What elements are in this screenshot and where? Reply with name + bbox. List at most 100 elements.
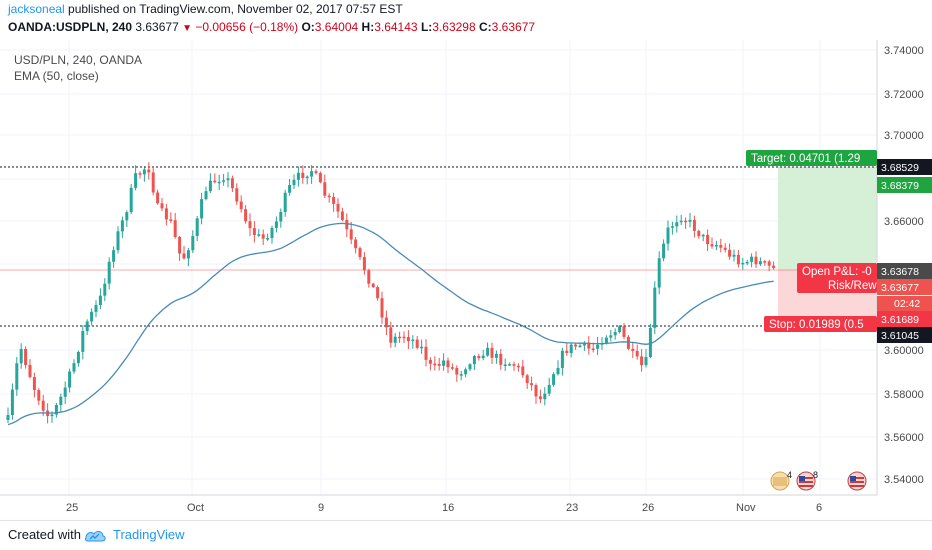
candle-body [596, 344, 600, 349]
candle-body [160, 203, 164, 209]
chart-area[interactable]: 3.74000 3.72000 3.70000 3.66000 3.60000 … [0, 40, 932, 520]
candle-body [732, 254, 736, 257]
candle-body [494, 353, 498, 358]
candle-body [305, 176, 309, 179]
candle-body [178, 236, 182, 254]
target-entry-text: 3.68379 [881, 180, 919, 192]
target-label[interactable] [746, 150, 877, 166]
chart-legend: USD/PLN, 240, OANDA EMA (50, close) [14, 52, 142, 84]
candle-body [68, 371, 72, 388]
open-value: 3.64004 [314, 20, 359, 34]
candle-body [125, 212, 129, 221]
price-chart[interactable]: 3.74000 3.72000 3.70000 3.66000 3.60000 … [0, 40, 932, 520]
candle-body [367, 270, 371, 284]
pnl-label[interactable] [797, 263, 877, 293]
event-icon-8[interactable]: 8 [796, 470, 818, 491]
candle-body [296, 172, 300, 180]
ohlc-line: OANDA:USDPLN, 240 3.63677 ▼ −0.00656 (−0… [8, 20, 535, 34]
candle-body [314, 171, 318, 174]
candle-body [358, 248, 362, 258]
candle-body [340, 211, 344, 220]
publication-line: jacksoneal published on TradingView.com,… [8, 2, 403, 16]
low-label: L: [420, 20, 433, 34]
candle-body [156, 192, 160, 204]
event-icon-4[interactable]: 4 [770, 470, 792, 491]
time-axis[interactable] [0, 495, 932, 520]
candle-body [578, 345, 582, 348]
stop-line-text: 3.61045 [881, 330, 919, 342]
candle-body [200, 199, 204, 219]
candle-body [644, 357, 648, 366]
candle-body [560, 350, 564, 368]
candle-body [635, 350, 639, 357]
candle-body [736, 254, 740, 265]
candle-body [283, 192, 287, 212]
candle-body [393, 336, 397, 343]
candle-body [508, 364, 512, 366]
stop-label-text: Stop: 0.01989 (0.5 [769, 319, 864, 331]
candle-body [116, 231, 120, 251]
candle-body [758, 261, 762, 265]
flag-icon-us[interactable] [847, 471, 867, 491]
stop-label[interactable] [764, 316, 877, 332]
x-tick-label: 6 [816, 502, 822, 514]
open-label: O: [301, 20, 315, 34]
candle-body [112, 250, 116, 262]
candle-body [618, 326, 622, 333]
stop-line-tag [877, 327, 932, 343]
candle-body [380, 298, 384, 318]
x-tick-label: 16 [442, 502, 454, 514]
candle-body [204, 191, 208, 200]
candle-body [85, 321, 89, 332]
candle-body [354, 239, 358, 249]
candle-body [486, 347, 490, 356]
high-value: 3.64143 [374, 20, 418, 34]
stop-price-tag [877, 311, 932, 327]
x-tick-label: Oct [187, 502, 204, 514]
candle-body [6, 415, 10, 420]
candle-body [640, 356, 644, 366]
candle-body [626, 336, 630, 349]
candle-body [710, 244, 714, 247]
candle-body [692, 219, 696, 231]
candle-body [745, 261, 749, 264]
stop-price-text: 3.61689 [881, 314, 919, 326]
y-tick-label: 3.72000 [884, 89, 924, 101]
candle-body [151, 172, 155, 193]
candle-body [428, 359, 432, 364]
candle-body [186, 250, 190, 259]
current-price-text: 3.63678 [881, 266, 919, 278]
target-zone [778, 167, 877, 270]
candle-body [169, 219, 173, 221]
candle-body [406, 336, 410, 342]
last-price-text: 3.63677 [881, 282, 919, 294]
candle-body [301, 172, 305, 178]
candle-body [208, 180, 212, 192]
candle-body [129, 187, 133, 213]
candle-body [609, 335, 613, 338]
candle-body [464, 369, 468, 375]
candle-body [701, 234, 705, 237]
candle-body [37, 390, 41, 401]
tradingview-link[interactable]: TradingView [113, 527, 185, 542]
candle-body [134, 173, 138, 188]
pnl-text: Open P&L: -0 [802, 266, 872, 278]
candle-body [288, 185, 292, 193]
candle-body [54, 404, 58, 415]
candle-body [63, 387, 67, 397]
tradingview-logo-icon[interactable] [83, 526, 107, 544]
close-value: 3.63677 [491, 20, 536, 34]
candle-body [446, 360, 450, 368]
target-label-text: Target: 0.04701 (1.29 [751, 153, 860, 165]
legend-indicator: EMA (50, close) [14, 69, 99, 83]
down-triangle-icon: ▼ [182, 23, 193, 34]
high-label: H: [361, 20, 375, 34]
candle-body [706, 234, 710, 245]
candle-body [648, 327, 652, 358]
author-link[interactable]: jacksoneal [8, 2, 65, 16]
y-tick-label: 3.60000 [884, 345, 924, 357]
candle-body [59, 396, 63, 405]
x-tick-label: 26 [642, 502, 654, 514]
symbol-label: OANDA:USDPLN, 240 [8, 20, 133, 34]
candle-body [556, 367, 560, 375]
